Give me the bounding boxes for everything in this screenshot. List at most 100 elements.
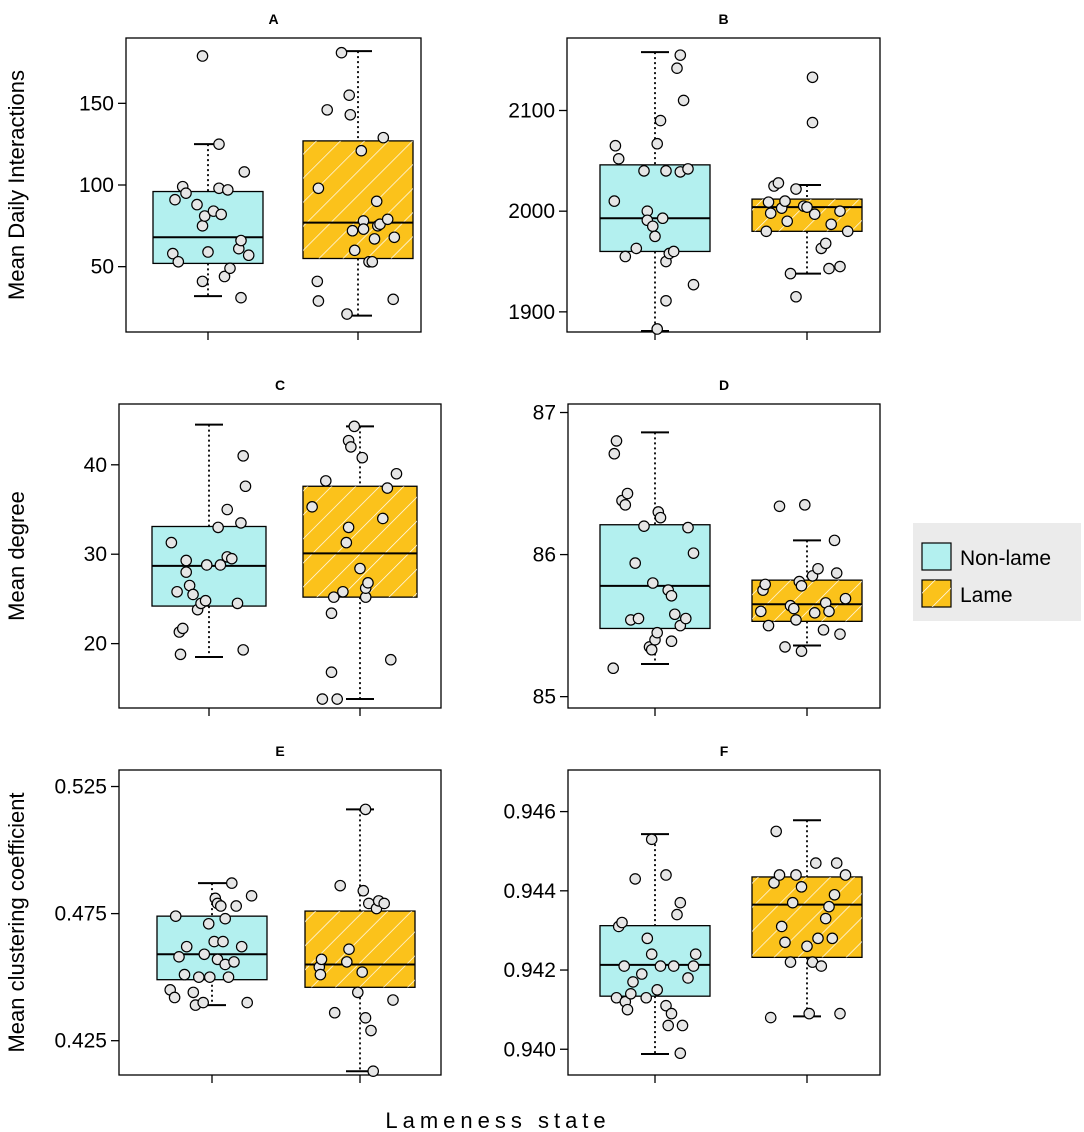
data-point (621, 1003, 634, 1016)
panel-e-ytick-label: 0.475 (54, 903, 107, 926)
data-point (196, 50, 209, 62)
data-point (343, 943, 355, 955)
data-point (357, 223, 370, 235)
panel-a-points-lame (311, 46, 401, 320)
panel-f-ytick-label: 0.942 (503, 959, 556, 982)
data-point (638, 520, 650, 532)
data-point (174, 648, 187, 661)
data-point (387, 293, 399, 306)
data-point (608, 447, 621, 460)
data-point (328, 1006, 341, 1019)
panel-a: A 50 100 150 Mean Daily Interactions (4, 11, 422, 340)
data-point (624, 987, 637, 1000)
panel-b-ytick-label: 2000 (508, 200, 555, 223)
panel-f-box-nonlame (599, 833, 711, 1056)
panel-a-ytick-label: 100 (79, 174, 114, 197)
data-point (180, 566, 192, 578)
data-point (337, 585, 349, 598)
data-point (834, 1007, 846, 1020)
panel-b-ytick-label: 1900 (508, 301, 555, 324)
data-point (781, 215, 793, 228)
data-point (171, 585, 183, 598)
data-point (340, 956, 353, 968)
data-point (235, 517, 247, 529)
data-point (682, 972, 694, 984)
data-point (773, 500, 786, 513)
data-point (790, 290, 802, 303)
panel-e-box-lame (304, 808, 416, 1073)
data-point (627, 976, 639, 988)
data-point (651, 984, 663, 996)
data-point (202, 917, 215, 930)
data-point (632, 612, 645, 625)
data-point (306, 501, 318, 513)
data-point (359, 803, 372, 816)
data-point (812, 562, 824, 575)
data-point (343, 89, 355, 101)
data-point (775, 920, 788, 933)
data-point (176, 622, 189, 635)
data-point (165, 536, 178, 549)
data-point (351, 986, 364, 999)
data-point (180, 940, 193, 953)
panel-c-points-lame (306, 420, 403, 705)
data-point (169, 910, 182, 922)
panel-b-frame (566, 37, 881, 333)
panel-d-points-lame (754, 499, 852, 657)
data-point (316, 693, 329, 705)
x-axis-label: Lameness state (385, 1108, 610, 1132)
data-point (193, 971, 205, 983)
data-point (342, 521, 355, 534)
legend-swatch-nonlame (921, 542, 952, 571)
data-point (817, 624, 830, 636)
panel-d: D 85 86 87 (533, 377, 881, 716)
data-point (665, 1007, 678, 1020)
data-point (654, 511, 667, 524)
data-point (212, 521, 224, 534)
data-point (357, 884, 370, 897)
data-point (674, 49, 687, 61)
data-point (651, 323, 663, 335)
data-point (674, 896, 687, 909)
data-point (335, 46, 348, 59)
data-point (239, 480, 252, 493)
data-point (839, 869, 852, 881)
panel-d-points-nonlame (607, 435, 700, 675)
data-point (779, 195, 791, 207)
panel-d-ytick-label: 87 (533, 402, 556, 425)
data-point (682, 163, 694, 175)
data-point (612, 153, 625, 165)
data-point (235, 291, 247, 304)
data-point (197, 996, 209, 1009)
legend-swatch-lame-hatch (922, 580, 951, 607)
data-point (368, 233, 381, 245)
data-point (830, 857, 843, 869)
data-point (384, 653, 397, 666)
data-point (834, 628, 846, 640)
data-point (809, 857, 822, 869)
data-point (242, 249, 255, 262)
data-point (168, 991, 181, 1004)
data-point (191, 198, 203, 211)
data-point (354, 562, 366, 575)
data-point (204, 971, 216, 983)
data-point (356, 451, 369, 464)
data-point (215, 208, 227, 221)
data-point (245, 890, 258, 902)
data-point (348, 244, 361, 257)
data-point (221, 503, 234, 516)
panel-c-ylabel: Mean degree (4, 491, 29, 621)
data-point (770, 825, 782, 838)
panel-e-title: E (275, 743, 284, 759)
data-point (390, 467, 403, 480)
data-point (674, 1047, 687, 1060)
data-point (359, 1012, 372, 1024)
panel-e-points-nonlame (164, 877, 258, 1011)
data-point (656, 212, 669, 225)
data-point (365, 1024, 377, 1037)
panel-e-points-lame (313, 803, 399, 1077)
data-point (823, 900, 835, 913)
data-point (224, 262, 236, 275)
data-point (801, 201, 813, 213)
